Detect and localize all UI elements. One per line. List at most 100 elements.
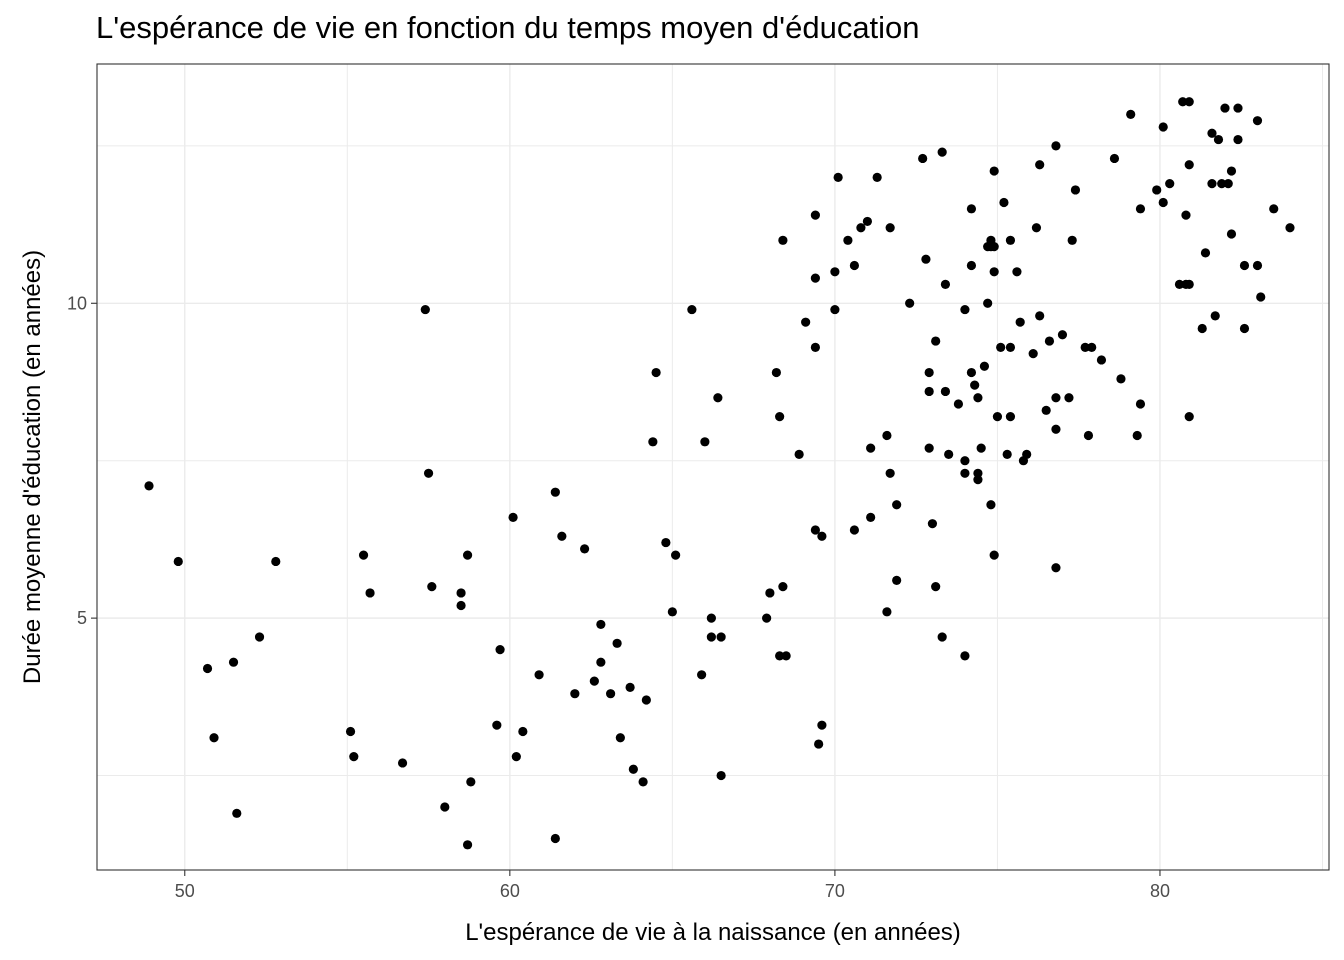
data-point: [1226, 166, 1237, 176]
data-point: [1210, 311, 1220, 321]
data-point: [534, 670, 544, 680]
data-point: [1067, 235, 1077, 245]
plot-background: [97, 64, 1329, 870]
data-point: [953, 399, 964, 409]
data-point: [716, 632, 726, 642]
data-point: [973, 393, 983, 403]
data-point: [232, 808, 242, 818]
data-point: [1184, 412, 1194, 422]
data-point: [550, 833, 560, 844]
data-point: [440, 802, 450, 812]
data-point: [960, 456, 970, 466]
data-point: [1087, 342, 1097, 352]
data-point: [706, 613, 716, 623]
data-point: [1035, 311, 1045, 321]
data-point: [1015, 317, 1025, 327]
data-point: [856, 223, 866, 233]
data-point: [762, 613, 772, 623]
data-point: [973, 468, 983, 478]
data-point: [778, 582, 788, 592]
data-point: [931, 336, 941, 346]
data-point: [1041, 405, 1051, 415]
data-point: [358, 550, 369, 560]
data-point: [940, 279, 951, 289]
data-point: [996, 342, 1006, 352]
chart-title: L'espérance de vie en fonction du temps …: [96, 10, 920, 45]
data-point: [202, 663, 213, 674]
data-point: [810, 525, 820, 535]
data-point: [924, 443, 934, 453]
y-axis-title: Durée moyenne d'éducation (en années): [19, 250, 46, 684]
data-point: [462, 840, 473, 850]
data-point: [1051, 424, 1061, 434]
data-point: [905, 298, 915, 308]
data-point: [427, 582, 437, 592]
data-point: [579, 544, 590, 554]
data-point: [1207, 128, 1217, 138]
data-point: [1028, 349, 1038, 359]
data-point: [638, 777, 648, 787]
data-point: [960, 304, 970, 315]
data-point: [989, 550, 999, 560]
data-point: [1051, 141, 1061, 151]
data-point: [892, 500, 902, 510]
grid-lines: [97, 64, 1329, 870]
data-point: [872, 172, 882, 182]
data-point: [1285, 223, 1295, 233]
data-point: [885, 223, 895, 233]
data-point: [1012, 267, 1022, 277]
data-point: [966, 260, 977, 271]
data-point: [1135, 204, 1146, 214]
data-point: [960, 468, 970, 478]
data-point: [999, 197, 1009, 208]
data-point: [1200, 248, 1211, 258]
data-point: [989, 242, 999, 252]
data-point: [628, 764, 638, 774]
data-point: [1158, 197, 1168, 208]
data-point: [615, 733, 625, 743]
data-point: [508, 512, 518, 522]
data-point: [1005, 412, 1016, 422]
data-point: [1213, 134, 1224, 145]
data-point: [810, 210, 820, 220]
data-point: [966, 367, 977, 378]
data-point: [983, 298, 993, 308]
data-point: [810, 273, 820, 283]
data-point: [651, 367, 661, 378]
data-point: [931, 582, 941, 592]
data-point: [518, 726, 528, 737]
data-point: [1184, 279, 1194, 289]
data-point: [1239, 260, 1250, 271]
plot-border: [96, 63, 1330, 871]
data-point: [1217, 179, 1227, 189]
data-point: [794, 449, 804, 460]
data-point: [986, 500, 996, 510]
y-tick-label: 5: [77, 608, 87, 628]
data-point: [1252, 116, 1263, 126]
data-point: [944, 449, 954, 460]
data-point: [687, 304, 697, 315]
data-point: [781, 651, 791, 661]
data-point: [173, 556, 183, 567]
data-point: [1109, 153, 1120, 164]
data-point: [1051, 393, 1061, 403]
x-tick-label: 50: [175, 881, 195, 901]
data-point: [1132, 430, 1142, 441]
data-point: [882, 607, 892, 617]
data-point: [557, 531, 567, 541]
data-point: [700, 437, 710, 447]
data-point: [466, 777, 476, 787]
data-point: [641, 695, 651, 705]
data-point: [1083, 430, 1094, 441]
data-point: [1158, 122, 1168, 132]
data-point: [271, 556, 281, 567]
data-point: [810, 342, 820, 352]
data-point: [979, 361, 990, 371]
data-point: [1057, 330, 1068, 340]
data-point: [849, 525, 860, 535]
data-point: [771, 367, 781, 378]
data-point: [228, 657, 239, 667]
data-point: [970, 380, 980, 390]
data-point: [817, 720, 827, 730]
data-point: [1165, 179, 1175, 189]
